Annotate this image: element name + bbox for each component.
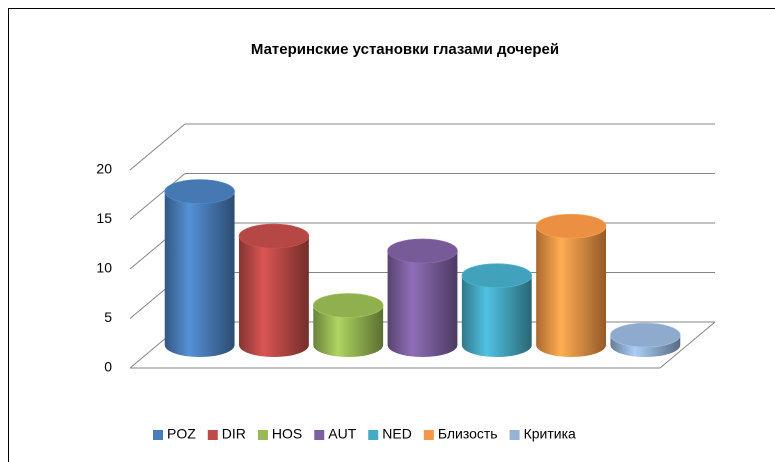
legend-swatch — [153, 430, 163, 440]
bar — [536, 226, 606, 357]
legend-swatch — [368, 430, 379, 440]
legend-swatch — [207, 430, 218, 440]
bar-top — [238, 223, 310, 249]
chart-frame — [8, 8, 775, 462]
bar-top — [535, 213, 607, 239]
y-tick-label: 0 — [104, 359, 112, 375]
bar-top — [164, 179, 235, 204]
legend-label: Критика — [524, 426, 576, 442]
bar — [239, 236, 309, 357]
floor-right — [659, 321, 716, 369]
legend-label: Близость — [438, 426, 498, 442]
legend-label: DIR — [222, 426, 246, 442]
legend-swatch — [509, 430, 520, 440]
y-tick-label: 20 — [96, 161, 112, 177]
legend: POZ DIR HOS AUT NED Близость Критика — [153, 426, 576, 442]
bar — [461, 275, 532, 357]
y-tick-label: 5 — [104, 309, 112, 325]
grid-line-side — [129, 123, 186, 171]
y-tick-label: 10 — [96, 260, 112, 276]
bar — [313, 305, 384, 357]
bar-top — [610, 322, 681, 348]
bar-top — [313, 293, 384, 318]
legend-label: AUT — [328, 426, 356, 442]
legend-label: POZ — [167, 426, 196, 442]
legend-swatch — [423, 430, 434, 440]
chart-title: Материнские установки глазами дочерей — [251, 41, 559, 58]
grid-line-side — [129, 173, 186, 220]
legend-swatch — [314, 430, 325, 440]
bar — [387, 250, 458, 357]
bar-top — [461, 263, 533, 289]
y-tick-label: 15 — [96, 210, 112, 226]
bar-top — [387, 238, 458, 264]
legend-label: HOS — [272, 426, 302, 442]
legend-label: NED — [382, 426, 412, 442]
legend-swatch — [257, 430, 268, 440]
bar — [164, 191, 235, 357]
